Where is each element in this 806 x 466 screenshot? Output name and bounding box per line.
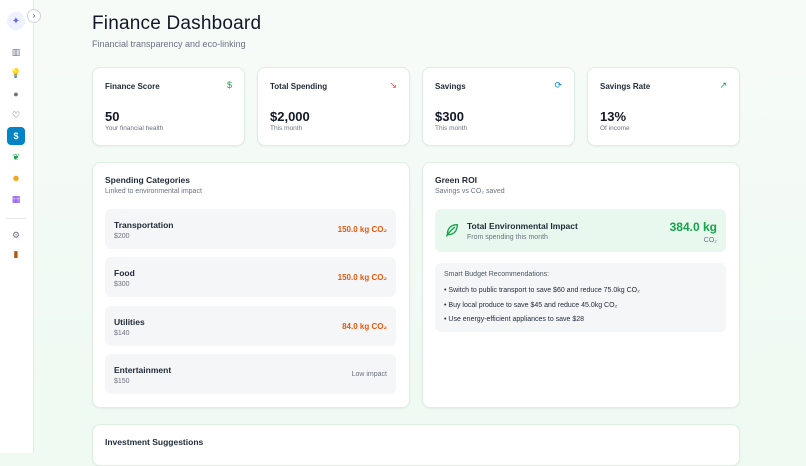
stat-note: This month xyxy=(270,125,303,132)
stat-label: Total Spending xyxy=(270,82,328,91)
stat-label: Finance Score xyxy=(105,82,160,91)
recommendation-item: • Buy local produce to save $45 and redu… xyxy=(444,302,618,309)
environmental-impact-box: Total Environmental Impact From spending… xyxy=(435,209,726,252)
leaf-icon xyxy=(446,224,458,237)
trending-down-icon: ↘ xyxy=(389,80,397,90)
recommendation-item: • Switch to public transport to save $60… xyxy=(444,287,640,294)
piggy-bank-icon: ⟳ xyxy=(554,80,562,90)
stat-note: This month xyxy=(435,125,468,132)
category-impact: 150.0 kg CO₂ xyxy=(337,273,387,282)
recommendations-box: Smart Budget Recommendations: • Switch t… xyxy=(435,263,726,332)
category-name: Transportation xyxy=(114,220,174,230)
app-logo-icon[interactable]: ✦ xyxy=(7,12,25,30)
savings-rate-card: Savings Rate ↗ 13% Of income xyxy=(587,67,740,146)
recommendations-title: Smart Budget Recommendations: xyxy=(444,271,550,278)
stat-value: 50 xyxy=(105,109,120,124)
calendar-icon[interactable]: ▦ xyxy=(11,193,21,204)
green-roi-card: Green ROI Savings vs CO₂ saved Total Env… xyxy=(422,162,740,408)
heart-icon[interactable]: ♡ xyxy=(11,109,21,120)
stat-value: 13% xyxy=(600,109,627,124)
leaf-icon[interactable]: ❦ xyxy=(12,151,20,162)
category-amount: $200 xyxy=(114,233,130,240)
recommendation-item: • Use energy-efficient appliances to sav… xyxy=(444,316,585,323)
lightbulb-icon[interactable]: 💡 xyxy=(10,67,22,78)
people-icon[interactable]: ☻ xyxy=(11,173,21,183)
category-impact: 84.0 kg CO₂ xyxy=(342,322,387,331)
trending-up-icon: ↗ xyxy=(719,80,727,90)
sidebar-divider xyxy=(6,218,26,219)
savings-card: Savings ⟳ $300 This month xyxy=(422,67,575,146)
stat-label: Savings Rate xyxy=(600,82,651,91)
category-transportation[interactable]: Transportation $200 150.0 kg CO₂ xyxy=(105,209,396,249)
page-subtitle: Financial transparency and eco-linking xyxy=(92,39,246,49)
collapse-sidebar-button[interactable]: › xyxy=(27,9,41,23)
total-spending-card: Total Spending ↘ $2,000 This month xyxy=(257,67,410,146)
chat-icon[interactable]: ● xyxy=(13,89,19,99)
section-title: Investment Suggestions xyxy=(105,437,204,447)
page-title: Finance Dashboard xyxy=(92,13,262,34)
finance-score-card: Finance Score $ 50 Your financial health xyxy=(92,67,245,146)
impact-unit: CO₂ xyxy=(703,237,717,244)
logout-icon[interactable]: ▮ xyxy=(13,248,19,259)
dashboard-icon[interactable]: ▥ xyxy=(11,46,21,57)
category-name: Entertainment xyxy=(114,365,172,375)
dollar-icon: $ xyxy=(226,80,232,90)
category-amount: $300 xyxy=(114,281,130,288)
dollar-icon[interactable]: $ xyxy=(7,127,25,145)
stat-note: Your financial health xyxy=(105,125,164,132)
impact-title: Total Environmental Impact xyxy=(467,221,578,231)
sidebar: ✦ ▥ 💡 ● ♡ $ ❦ ☻ ▦ ⚙ ▮ xyxy=(0,0,34,453)
stat-value: $2,000 xyxy=(270,109,310,124)
stat-note: Of income xyxy=(600,125,630,132)
category-amount: $140 xyxy=(114,330,130,337)
category-utilities[interactable]: Utilities $140 84.0 kg CO₂ xyxy=(105,306,396,346)
category-impact: Low impact xyxy=(351,371,387,378)
section-subtitle: Savings vs CO₂ saved xyxy=(435,188,505,195)
category-entertainment[interactable]: Entertainment $150 Low impact xyxy=(105,354,396,394)
impact-value: 384.0 kg xyxy=(669,220,717,234)
stat-label: Savings xyxy=(435,82,466,91)
settings-icon[interactable]: ⚙ xyxy=(11,229,21,240)
stat-value: $300 xyxy=(435,109,464,124)
investment-suggestions-card: Investment Suggestions xyxy=(92,424,740,466)
category-name: Food xyxy=(114,268,135,278)
spending-categories-card: Spending Categories Linked to environmen… xyxy=(92,162,410,408)
category-impact: 150.0 kg CO₂ xyxy=(337,225,387,234)
section-title: Spending Categories xyxy=(105,175,191,185)
section-title: Green ROI xyxy=(435,175,478,185)
category-amount: $150 xyxy=(114,378,130,385)
impact-subtitle: From spending this month xyxy=(467,234,548,241)
category-food[interactable]: Food $300 150.0 kg CO₂ xyxy=(105,257,396,297)
section-subtitle: Linked to environmental impact xyxy=(105,188,202,195)
category-name: Utilities xyxy=(114,317,145,327)
